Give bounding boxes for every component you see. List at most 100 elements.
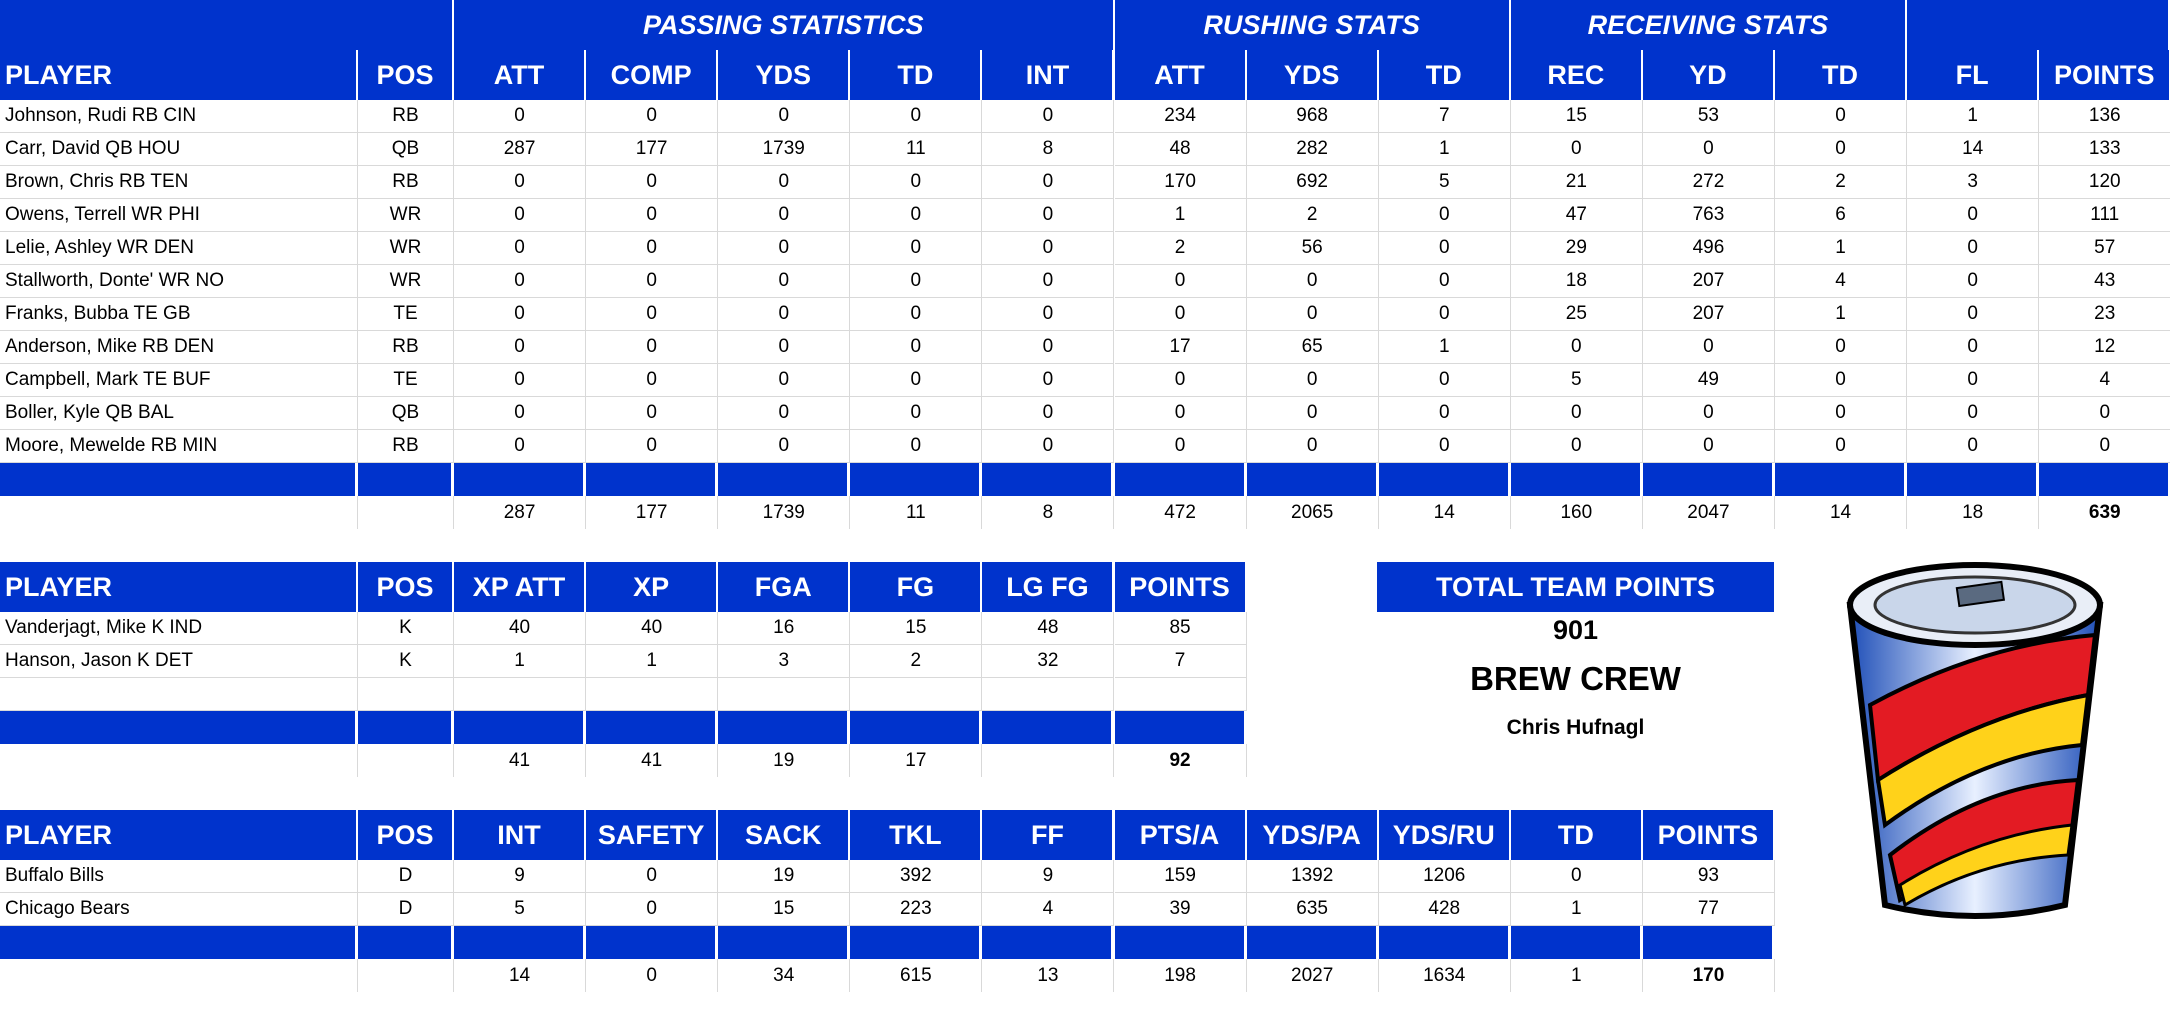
stat-cell: 23 [2039, 298, 2170, 331]
total-cell: 41 [454, 744, 587, 777]
stat-cell: RB [358, 430, 454, 463]
empty-cell [982, 678, 1115, 711]
defense-header-player: PLAYER [0, 810, 358, 860]
stat-cell: 0 [1907, 397, 2040, 430]
offense-header-rec: REC [1510, 50, 1643, 100]
stat-cell: 29 [1510, 232, 1643, 265]
kickers-header-fg: FG [850, 562, 983, 612]
total-cell: 2065 [1247, 496, 1379, 529]
stat-cell: 48 [982, 612, 1115, 645]
total-cell [0, 744, 358, 777]
total-cell: 2047 [1643, 496, 1775, 529]
separator-cell [1510, 463, 1643, 496]
defense-header-yds-ru: YDS/RU [1378, 810, 1511, 860]
stat-cell: 43 [2039, 265, 2170, 298]
stat-cell: 49 [1642, 364, 1775, 397]
stat-cell: 0 [982, 397, 1115, 430]
stat-cell: 53 [1642, 100, 1775, 133]
stat-cell: 40 [454, 612, 587, 645]
stat-cell: TE [358, 298, 454, 331]
separator-cell [1907, 463, 2040, 496]
offense-header-att: ATT [454, 50, 587, 100]
stat-cell: 15 [1510, 100, 1643, 133]
group-header-blank [1907, 0, 2170, 50]
stat-cell: 207 [1642, 298, 1775, 331]
stat-cell: 1 [586, 645, 719, 678]
stat-cell: 0 [718, 199, 851, 232]
stat-cell: 56 [1246, 232, 1379, 265]
group-header-blank [0, 0, 454, 50]
stat-cell: 223 [850, 893, 983, 926]
stat-cell: 0 [850, 364, 983, 397]
player-name-cell: Carr, David QB HOU [0, 133, 358, 166]
separator-cell [454, 926, 587, 959]
player-name-cell: Moore, Mewelde RB MIN [0, 430, 358, 463]
total-cell: 11 [850, 496, 983, 529]
stat-cell: 0 [1246, 298, 1379, 331]
stat-cell: 8 [982, 133, 1115, 166]
defense-header-safety: SAFETY [586, 810, 719, 860]
stat-cell: 1392 [1246, 860, 1379, 893]
stat-cell: 1 [1378, 133, 1511, 166]
stat-cell: 0 [1510, 331, 1643, 364]
stat-cell: D [358, 893, 454, 926]
stat-cell: 0 [454, 166, 587, 199]
total-cell: 472 [1115, 496, 1247, 529]
stat-cell: 207 [1642, 265, 1775, 298]
offense-header-player: PLAYER [0, 50, 358, 100]
player-name-cell: Lelie, Ashley WR DEN [0, 232, 358, 265]
stat-cell: QB [358, 133, 454, 166]
stat-cell: 0 [454, 199, 587, 232]
total-cell: 14 [454, 959, 587, 992]
stat-cell: 0 [982, 100, 1115, 133]
stat-cell: 0 [454, 430, 587, 463]
defense-header-yds-pa: YDS/PA [1246, 810, 1379, 860]
stat-cell: 0 [586, 166, 719, 199]
total-points-cell: 170 [1643, 959, 1775, 992]
stat-cell: 0 [982, 430, 1115, 463]
total-cell: 14 [1775, 496, 1908, 529]
player-name-cell: Franks, Bubba TE GB [0, 298, 358, 331]
stat-cell: 0 [850, 100, 983, 133]
total-cell: 0 [586, 959, 719, 992]
stat-cell: 3 [718, 645, 851, 678]
stat-cell: 4 [2039, 364, 2170, 397]
stat-cell: 0 [850, 331, 983, 364]
offense-header-td: TD [1775, 50, 1908, 100]
stat-cell: 0 [586, 298, 719, 331]
empty-cell [718, 678, 851, 711]
player-name-cell: Chicago Bears [0, 893, 358, 926]
stat-cell: 0 [1907, 364, 2040, 397]
player-name-cell: Campbell, Mark TE BUF [0, 364, 358, 397]
stat-cell: 0 [1775, 100, 1908, 133]
separator-cell [1114, 926, 1247, 959]
separator-cell [1378, 463, 1511, 496]
stat-cell: 0 [1114, 364, 1247, 397]
group-header-1: RUSHING STATS [1114, 0, 1511, 50]
stat-cell: 0 [586, 199, 719, 232]
stat-cell: 496 [1642, 232, 1775, 265]
total-cell: 1 [1511, 959, 1643, 992]
total-cell: 8 [982, 496, 1115, 529]
stat-cell: 93 [1642, 860, 1775, 893]
stat-cell: 0 [718, 100, 851, 133]
stat-cell: 40 [586, 612, 719, 645]
separator-cell [718, 711, 851, 744]
stat-cell: RB [358, 100, 454, 133]
soda-cup-icon [1846, 562, 2104, 919]
stat-cell: 0 [718, 166, 851, 199]
stat-cell: 2 [850, 645, 983, 678]
kickers-header-lg-fg: LG FG [982, 562, 1115, 612]
stat-cell: 0 [1246, 430, 1379, 463]
defense-header-pos: POS [358, 810, 454, 860]
stat-cell: 0 [586, 430, 719, 463]
stat-cell: 0 [850, 166, 983, 199]
stat-cell: 18 [1510, 265, 1643, 298]
stat-cell: 120 [2039, 166, 2170, 199]
separator-cell [1114, 711, 1247, 744]
stat-cell: 968 [1246, 100, 1379, 133]
total-cell: 14 [1379, 496, 1511, 529]
stat-cell: 0 [982, 298, 1115, 331]
stat-cell: WR [358, 199, 454, 232]
defense-header-int: INT [454, 810, 587, 860]
